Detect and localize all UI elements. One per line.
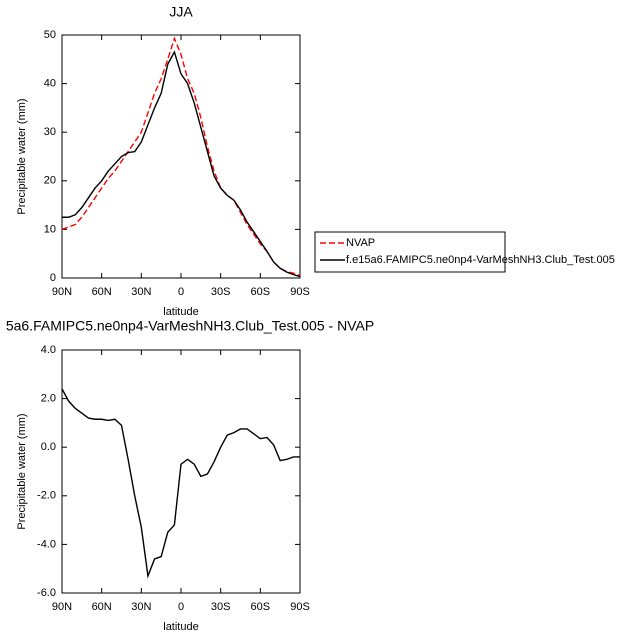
y-tick-label: -6.0 — [37, 587, 56, 599]
legend-label: NVAP — [346, 237, 375, 249]
x-tick-label: 30S — [211, 286, 231, 298]
x-tick-label: 90N — [52, 601, 72, 613]
y-tick-label: -4.0 — [37, 538, 56, 550]
data-line — [61, 36, 301, 277]
x-tick-label: 30N — [131, 286, 151, 298]
data-line — [62, 50, 301, 278]
plot-frame — [61, 34, 301, 279]
y-tick-label: 10 — [44, 223, 56, 235]
legend-box — [314, 231, 506, 273]
x-tick-label: 60S — [251, 601, 271, 613]
y-tick-label: 2.0 — [41, 393, 56, 405]
x-tick-label: 60S — [251, 286, 271, 298]
y-tick-label: 4.0 — [41, 344, 56, 356]
y-tick-label: 0 — [50, 272, 56, 284]
legend-label: f.e15a6.FAMIPC5.ne0np4-VarMeshNH3.Club_T… — [346, 254, 615, 266]
x-tick-label: 30S — [211, 601, 231, 613]
x-tick-label: 60N — [92, 601, 112, 613]
x-tick-label: 30N — [131, 601, 151, 613]
plot-frame — [61, 349, 301, 594]
y-axis-label: Precipitable water (mm) — [16, 413, 28, 529]
x-tick-label: 0 — [178, 601, 184, 613]
y-tick-label: 50 — [44, 29, 56, 41]
x-tick-label: 90N — [52, 286, 72, 298]
x-tick-label: 90S — [290, 601, 310, 613]
y-axis-label: Precipitable water (mm) — [16, 98, 28, 214]
y-tick-label: 0.0 — [41, 441, 56, 453]
x-axis-label: latitude — [163, 621, 198, 633]
x-tick-label: 90S — [290, 286, 310, 298]
chart-title: JJA — [169, 4, 193, 20]
x-axis-label: latitude — [163, 306, 198, 318]
x-tick-label: 0 — [178, 286, 184, 298]
y-tick-label: 40 — [44, 78, 56, 90]
data-line — [61, 388, 300, 579]
y-tick-label: 30 — [44, 126, 56, 138]
x-tick-label: 60N — [92, 286, 112, 298]
chart-title: 5a6.FAMIPC5.ne0np4-VarMeshNH3.Club_Test.… — [6, 318, 374, 334]
y-tick-label: 20 — [44, 175, 56, 187]
y-tick-label: -2.0 — [37, 490, 56, 502]
